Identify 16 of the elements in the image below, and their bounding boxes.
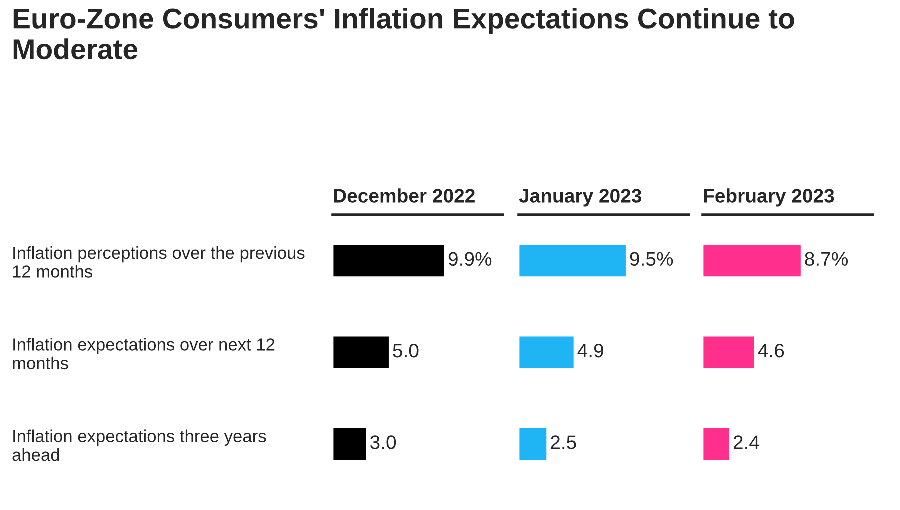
y-tick-label: Inflation expectations over next 12 months [13, 338, 275, 370]
data-label: 5.0 [393, 344, 419, 358]
chart-title: Euro-Zone Consumers' Inflation Expectations Continue to Moderate [14, 8, 794, 60]
data-label: 4.6 [758, 344, 784, 358]
series-label: February 2023 [704, 188, 834, 207]
text: December 2022 [334, 188, 475, 203]
data-label: 2.5 [551, 436, 576, 450]
data-label: 3.0 [370, 436, 396, 450]
data-label: 9.9% [448, 252, 492, 266]
data-label: 4.9 [578, 344, 604, 358]
data-label: 8.7% [805, 252, 848, 266]
series-label: January 2023 [519, 189, 642, 207]
y-tick-label: Inflation perceptions over the previous 12 months [13, 246, 305, 278]
data-label: 2.4 [734, 436, 760, 450]
data-label: 9.5% [630, 252, 674, 266]
y-tick-label: Inflation expectations three years ahead [12, 430, 266, 462]
